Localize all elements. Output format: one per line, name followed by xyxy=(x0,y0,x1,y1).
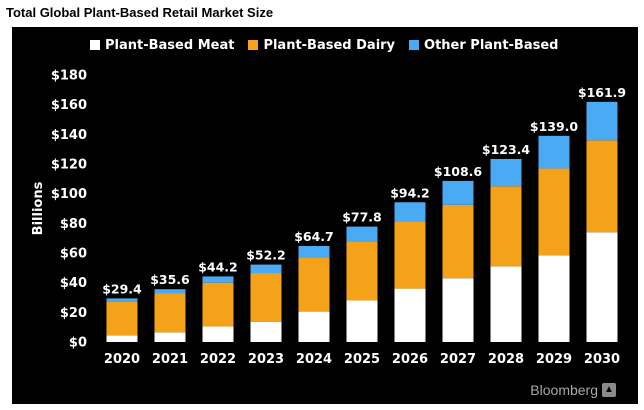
legend-swatch-meat xyxy=(90,40,100,50)
legend-item-other: Other Plant-Based xyxy=(409,38,558,53)
bar-segment-other xyxy=(106,298,138,302)
y-tick-label: $120 xyxy=(51,158,87,173)
bar-segment-other xyxy=(538,135,570,169)
bar-segment-other xyxy=(202,276,234,283)
bar-total-label: $44.2 xyxy=(198,259,238,274)
chart-legend: Plant-Based Meat Plant-Based Dairy Other… xyxy=(90,35,572,55)
y-tick-label: $80 xyxy=(60,217,87,232)
bar-total-label: $123.4 xyxy=(482,142,531,157)
legend-swatch-dairy xyxy=(248,40,259,50)
x-tick-label: 2027 xyxy=(440,352,476,367)
bar-segment-other xyxy=(490,158,522,187)
bar-segment-other xyxy=(154,289,186,294)
bar-segment-meat xyxy=(250,321,282,342)
bar-segment-dairy xyxy=(154,293,186,333)
bar-segment-meat xyxy=(538,255,570,342)
legend-label-dairy: Plant-Based Dairy xyxy=(263,37,396,53)
y-tick-label: $100 xyxy=(51,187,87,202)
legend-item-meat: Plant-Based Meat xyxy=(90,38,234,53)
bar-segment-dairy xyxy=(106,301,138,336)
y-tick-label: $20 xyxy=(60,306,87,321)
bar-segment-meat xyxy=(490,266,522,342)
source-watermark: Bloomberg ▲ xyxy=(530,382,616,398)
bar-segment-meat xyxy=(202,326,234,342)
y-tick-label: $0 xyxy=(69,336,87,351)
bar-segment-other xyxy=(394,202,426,222)
x-tick-label: 2030 xyxy=(584,352,620,367)
x-tick-label: 2028 xyxy=(488,352,524,367)
bar-segment-other xyxy=(298,246,330,258)
x-tick-label: 2023 xyxy=(248,352,284,367)
y-tick-label: $40 xyxy=(60,276,87,291)
legend-item-dairy: Plant-Based Dairy xyxy=(248,38,395,53)
x-tick-label: 2029 xyxy=(536,352,572,367)
x-tick-label: 2020 xyxy=(104,352,140,367)
bar-segment-meat xyxy=(298,311,330,342)
bar-segment-meat xyxy=(154,332,186,342)
legend-label-other: Other Plant-Based xyxy=(424,37,559,53)
bloomberg-mark-icon: ▲ xyxy=(602,383,616,397)
bar-segment-meat xyxy=(106,335,138,342)
y-tick-label: $60 xyxy=(60,247,87,262)
bar-total-label: $64.7 xyxy=(294,229,334,244)
bar-segment-dairy xyxy=(586,140,618,233)
bar-total-label: $52.2 xyxy=(246,248,286,263)
bar-segment-other xyxy=(586,101,618,141)
bar-segment-other xyxy=(250,264,282,274)
bar-total-label: $35.6 xyxy=(150,272,190,287)
bar-segment-other xyxy=(442,180,474,205)
bar-total-label: $108.6 xyxy=(434,164,483,179)
legend-swatch-other xyxy=(409,40,420,50)
bar-segment-dairy xyxy=(250,273,282,322)
bar-segment-other xyxy=(346,226,378,242)
chart-panel: Plant-Based Meat Plant-Based Dairy Other… xyxy=(12,27,638,404)
bar-segment-meat xyxy=(586,232,618,342)
x-tick-label: 2025 xyxy=(344,352,380,367)
bar-segment-meat xyxy=(394,288,426,342)
bar-total-label: $94.2 xyxy=(390,185,430,200)
page-title: Total Global Plant-Based Retail Market S… xyxy=(6,5,274,20)
x-tick-label: 2026 xyxy=(392,352,428,367)
bar-segment-dairy xyxy=(202,282,234,327)
bar-segment-dairy xyxy=(538,168,570,256)
bar-total-label: $161.9 xyxy=(578,85,626,100)
bar-segment-dairy xyxy=(490,186,522,267)
bar-segment-dairy xyxy=(346,241,378,301)
bar-total-label: $77.8 xyxy=(342,210,382,225)
y-axis-title: Billions xyxy=(31,181,46,235)
y-tick-label: $140 xyxy=(51,128,87,143)
bar-segment-meat xyxy=(346,300,378,342)
y-tick-label: $180 xyxy=(51,69,87,84)
x-tick-label: 2022 xyxy=(200,352,236,367)
bar-segment-meat xyxy=(442,278,474,342)
bar-segment-dairy xyxy=(394,221,426,289)
bar-segment-dairy xyxy=(442,204,474,279)
bar-segment-dairy xyxy=(298,257,330,312)
x-tick-label: 2021 xyxy=(152,352,188,367)
x-tick-label: 2024 xyxy=(296,352,332,367)
bar-total-label: $29.4 xyxy=(102,281,142,296)
legend-label-meat: Plant-Based Meat xyxy=(105,37,235,53)
bar-total-label: $139.0 xyxy=(530,119,579,134)
y-tick-label: $160 xyxy=(51,98,87,113)
source-label: Bloomberg xyxy=(530,382,598,398)
stacked-bar-chart: $0 $20 $40 $60 $80 $100 $120 $140 $160 $180 Billio… xyxy=(31,69,626,368)
